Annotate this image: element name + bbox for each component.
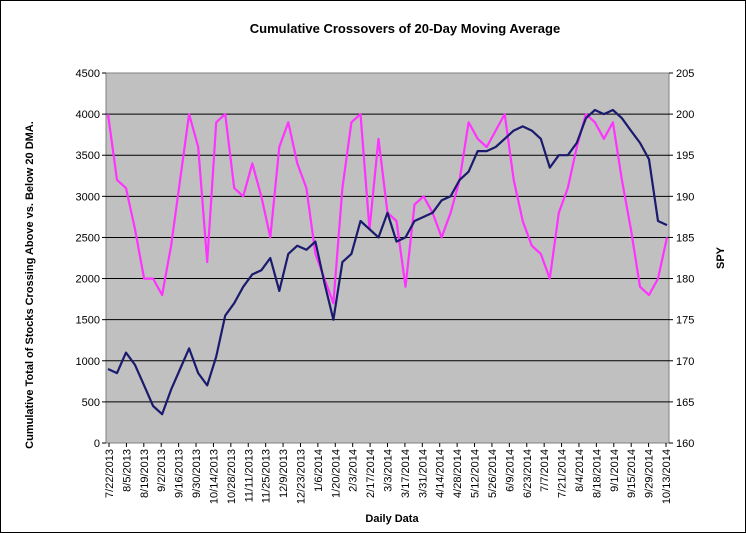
y2-tick-label: 165 [676,397,694,409]
x-tick-label: 8/5/2013 [121,449,133,492]
x-tick-label: 3/17/2014 [400,449,412,498]
x-tick-label: 6/9/2014 [504,449,516,492]
x-axis-tick-labels: 7/22/2013 8/5/2013 8/19/2013 9/2/2013 9/16/2… [104,449,673,504]
x-tick-label: 8/18/2014 [591,449,603,498]
right-axis-tick-labels: 160 165 170 175 180 185 190 195 200 205 [676,68,694,450]
x-tick-label: 7/21/2014 [557,449,569,498]
x-tick-label: 8/19/2013 [139,449,151,498]
x-tick-label: 9/16/2013 [174,449,186,498]
x-tick-label: 9/30/2013 [191,449,203,498]
y-tick-label: 0 [94,438,100,450]
x-tick-label: 9/1/2014 [609,449,621,492]
y-tick-label: 3000 [76,191,100,203]
y2-axis-label: SPY [715,246,727,269]
x-tick-label: 3/3/2014 [383,449,395,492]
x-axis-label: Daily Data [365,513,419,525]
x-tick-label: 5/12/2014 [470,449,482,498]
series-lines [106,108,669,416]
y2-tick-label: 185 [676,232,694,244]
x-tick-label: 9/15/2014 [626,449,638,498]
cumulative-crossovers-series-line [107,108,668,416]
x-tick-label: 10/14/2013 [208,449,220,504]
x-tick-label: 9/2/2013 [156,449,168,492]
y2-tick-label: 205 [676,68,694,80]
y-tick-label: 4500 [76,68,100,80]
y2-tick-label: 160 [676,438,694,450]
y2-tick-label: 195 [676,150,694,162]
y-axis-label: Cumulative Total of Stocks Crossing Abov… [24,121,36,449]
x-tick-label: 1/6/2014 [313,449,325,492]
y-tick-label: 2500 [76,232,100,244]
x-tick-label: 6/23/2014 [522,449,534,498]
x-tick-label: 3/31/2014 [417,449,429,498]
y-tick-label: 4000 [76,109,100,121]
x-tick-marks [108,443,667,447]
x-tick-label: 11/11/2013 [243,449,255,502]
chart-title: Cumulative Crossovers of 20-Day Moving A… [250,21,560,36]
x-tick-label: 10/13/2014 [661,449,673,504]
x-tick-label: 7/22/2013 [104,449,116,498]
x-tick-label: 7/7/2014 [539,449,551,492]
x-tick-label: 9/29/2014 [644,449,656,498]
y-tick-label: 2000 [76,274,100,286]
x-tick-label: 8/4/2014 [574,449,586,492]
x-tick-label: 12/9/2013 [278,449,290,498]
y-tick-label: 1500 [76,315,100,327]
left-axis-tick-labels: 0 500 1000 1500 2000 2500 3000 3500 4000 4500 [76,68,100,450]
x-tick-label: 4/28/2014 [452,449,464,498]
x-tick-label: 10/28/2013 [226,449,238,504]
y-tick-label: 1000 [76,356,100,368]
y2-tick-label: 175 [676,315,694,327]
y-tick-label: 500 [82,397,100,409]
y-tick-label: 3500 [76,150,100,162]
x-tick-label: 2/3/2014 [348,449,360,492]
x-tick-label: 5/26/2014 [487,449,499,498]
x-tick-label: 1/20/2014 [330,449,342,498]
x-tick-label: 12/23/2013 [295,449,307,504]
x-tick-label: 11/25/2013 [261,449,273,503]
y2-tick-label: 190 [676,191,694,203]
plot-area [105,72,670,444]
x-tick-label: 4/14/2014 [435,449,447,498]
y2-tick-label: 170 [676,356,694,368]
y2-tick-label: 200 [676,109,694,121]
x-tick-label: 2/17/2014 [365,449,377,498]
y2-tick-label: 180 [676,274,694,286]
